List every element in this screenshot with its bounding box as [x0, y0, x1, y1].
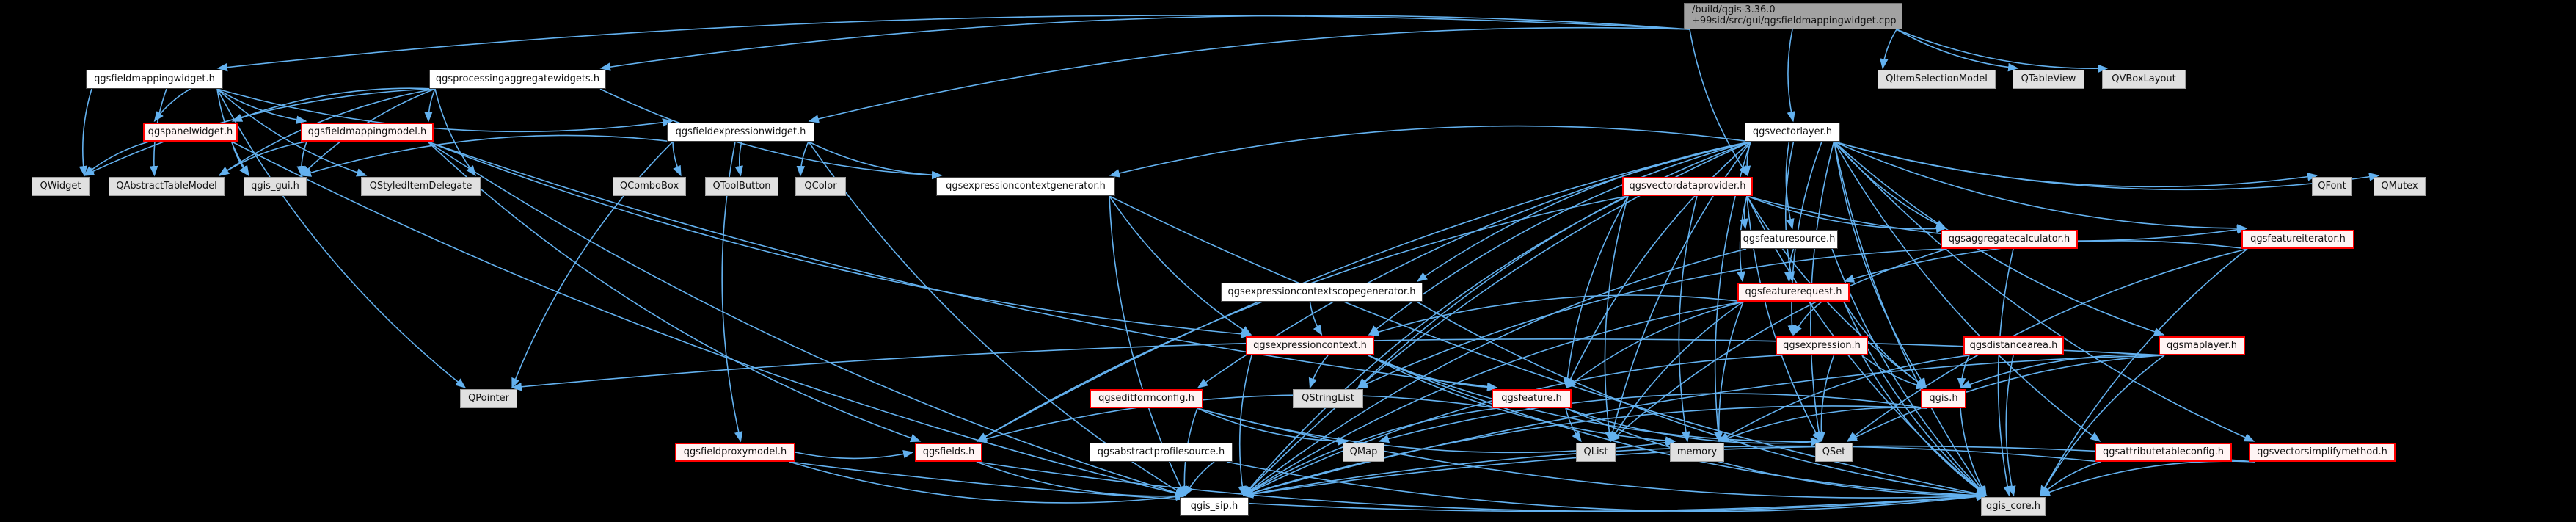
edge-vl-to-atc [1834, 142, 2100, 441]
node-ec[interactable]: qgsexpressioncontext.h [1246, 336, 1374, 355]
node-vl[interactable]: qgsvectorlayer.h [1745, 123, 1840, 142]
edge-ecsg-to-ec [1310, 302, 1322, 335]
node-qstringlist[interactable]: QStringList [1293, 389, 1363, 408]
node-paw[interactable]: qgsprocessingaggregatewidgets.h [429, 70, 606, 89]
node-expr[interactable]: qgsexpression.h [1776, 336, 1868, 355]
node-qcombobox[interactable]: QComboBox [613, 177, 686, 196]
edge-aggc-to-core [1999, 249, 2013, 496]
edge-ml-to-sip [1244, 355, 2164, 496]
node-qcolor[interactable]: QColor [795, 177, 846, 196]
node-ml[interactable]: qgsmaplayer.h [2159, 336, 2245, 355]
edge-root-to-fmw [218, 15, 1690, 68]
node-qgish[interactable]: qgis.h [1921, 389, 1966, 408]
node-vdp[interactable]: qgsvectordataprovider.h [1622, 177, 1753, 196]
node-fmm[interactable]: qgsfieldmappingmodel.h [301, 123, 434, 142]
edge-vl-to-qfont [1834, 142, 2317, 186]
node-fit[interactable]: qgsfeatureiterator.h [2241, 230, 2354, 249]
node-fpm[interactable]: qgsfieldproxymodel.h [675, 443, 795, 462]
edge-freq-to-ec [1369, 295, 1743, 335]
edge-vl-to-fit [1834, 142, 2247, 228]
node-qmutex[interactable]: QMutex [2374, 177, 2426, 196]
node-qtv[interactable]: QTableView [2013, 70, 2084, 89]
edge-vl-to-ecsg [1417, 142, 1751, 281]
node-qtoolbutton[interactable]: QToolButton [705, 177, 778, 196]
node-qset[interactable]: QSet [1815, 443, 1853, 462]
node-fsrc[interactable]: qgsfeaturesource.h [1740, 230, 1838, 249]
edge-root-to-paw [601, 15, 1690, 68]
node-few[interactable]: qgsfieldexpressionwidget.h [667, 123, 814, 142]
node-memory[interactable]: memory [1670, 443, 1724, 462]
edge-fmw-to-few [217, 89, 672, 131]
edge-root-to-qtv [1897, 29, 2018, 68]
edge-ml-to-core [2040, 355, 2164, 496]
node-qmap[interactable]: QMap [1343, 443, 1384, 462]
node-qsid[interactable]: QStyledItemDelegate [361, 177, 481, 196]
node-qlist[interactable]: QList [1576, 443, 1616, 462]
node-ecsg[interactable]: qgsexpressioncontextscopegenerator.h [1221, 283, 1423, 302]
edge-ec-to-qstringlist [1310, 355, 1329, 388]
edge-freq-to-memory [1719, 302, 1743, 441]
node-qfont[interactable]: QFont [2312, 177, 2352, 196]
edge-fmw-to-panel [155, 89, 191, 121]
edge-vl-to-qmutex [1834, 142, 2379, 189]
edge-vl-to-vdp [1747, 142, 1751, 175]
edge-paw-to-fmm [428, 89, 435, 121]
node-da[interactable]: qgsdistancearea.h [1963, 336, 2064, 355]
node-core[interactable]: qgis_core.h [1981, 497, 2046, 516]
edge-fpm-to-fields [795, 452, 913, 458]
node-sip[interactable]: qgis_sip.h [1180, 497, 1249, 516]
node-qwidget[interactable]: QWidget [32, 177, 90, 196]
node-efc[interactable]: qgseditformconfig.h [1090, 389, 1203, 408]
edge-fpm-to-core [789, 462, 1986, 511]
node-qpointer[interactable]: QPointer [460, 389, 517, 408]
edge-vl-to-aggc [1834, 142, 1946, 228]
node-panel[interactable]: qgspanelwidget.h [143, 123, 238, 142]
node-qatm[interactable]: QAbstractTableModel [109, 177, 225, 196]
edge-root-to-few [809, 28, 1690, 121]
edge-expr-to-qset [1821, 355, 1834, 441]
edge-da-to-core [2006, 355, 2013, 496]
edge-fields-to-core [977, 462, 1986, 511]
node-fmw[interactable]: qgsfieldmappingwidget.h [86, 70, 223, 89]
edge-vdp-to-feature [1566, 196, 1628, 388]
edge-vl-to-ec [1369, 142, 1751, 335]
node-ecg[interactable]: qgsexpressioncontextgenerator.h [936, 177, 1115, 196]
edge-root-to-vl [1788, 29, 1793, 121]
edge-fmw-to-qwidget [83, 89, 92, 175]
node-qism[interactable]: QItemSelectionModel [1878, 70, 1996, 89]
node-fields[interactable]: qgsfields.h [915, 443, 982, 462]
node-aps[interactable]: qgsabstractprofilesource.h [1090, 443, 1233, 462]
root-node-root: /build/qgis-3.36.0 +99sid/src/gui/qgsfie… [1684, 3, 1902, 29]
node-freq[interactable]: qgsfeaturerequest.h [1737, 283, 1850, 302]
node-qgisgui[interactable]: qgis_gui.h [244, 177, 307, 196]
node-feature[interactable]: qgsfeature.h [1492, 389, 1572, 408]
include-dependency-graph: /build/qgis-3.36.0 +99sid/src/gui/qgsfie… [0, 0, 2576, 522]
edge-ml-to-qgish [1961, 355, 2164, 388]
node-aggc[interactable]: qgsaggregatecalculator.h [1941, 230, 2078, 249]
edge-qgish-to-qmap [1379, 394, 1927, 441]
node-qvbl[interactable]: QVBoxLayout [2102, 70, 2186, 89]
edges [83, 15, 2379, 511]
edge-root-to-qism [1883, 29, 1897, 68]
edge-few-to-qtoolbutton [740, 142, 742, 175]
edge-vsm-to-core [2040, 461, 2255, 496]
edge-fmm-to-qatm [219, 142, 307, 175]
edge-few-to-qcombobox [673, 142, 681, 175]
edge-vl-to-ecg [1110, 126, 1751, 175]
edge-root-to-qvbl [1897, 29, 2107, 68]
node-atc[interactable]: qgsattributetableconfig.h [2095, 443, 2232, 462]
edge-paw-to-qsid [435, 89, 475, 175]
edge-fmm-to-ec [428, 142, 1251, 335]
node-vsm[interactable]: qgsvectorsimplifymethod.h [2249, 443, 2396, 462]
edge-vdp-to-qlist [1605, 196, 1628, 441]
